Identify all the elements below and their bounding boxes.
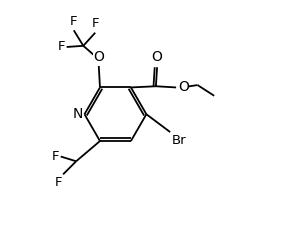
Text: F: F <box>51 150 59 163</box>
Text: N: N <box>73 107 83 121</box>
Text: F: F <box>92 17 99 30</box>
Text: O: O <box>93 50 104 64</box>
Text: F: F <box>70 15 77 28</box>
Text: F: F <box>54 176 62 189</box>
Text: F: F <box>58 40 65 54</box>
Text: O: O <box>178 80 189 94</box>
Text: O: O <box>152 50 162 64</box>
Text: Br: Br <box>171 134 186 147</box>
